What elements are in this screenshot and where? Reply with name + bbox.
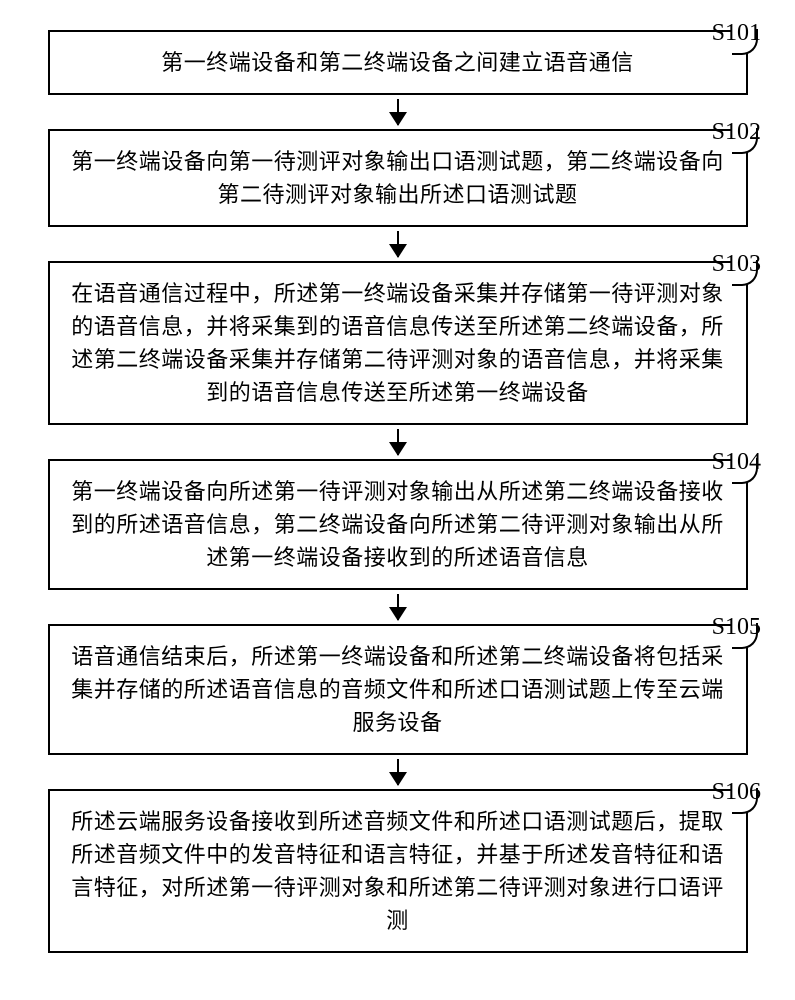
arrow-icon (397, 231, 399, 257)
step-s102: S102 第一终端设备向第一待测评对象输出口语测试题，第二终端设备向第二待测评对… (40, 129, 755, 227)
step-label: S102 (712, 119, 761, 146)
arrow-icon (397, 429, 399, 455)
step-label: S104 (712, 449, 761, 476)
step-text: 第一终端设备向第一待测评对象输出口语测试题，第二终端设备向第二待测评对象输出所述… (71, 149, 724, 207)
arrow-icon (397, 759, 399, 785)
step-label: S105 (712, 614, 761, 641)
step-text: 所述云端服务设备接收到所述音频文件和所述口语测试题后，提取所述音频文件中的发音特… (71, 809, 724, 933)
arrow-icon (397, 594, 399, 620)
step-box: 所述云端服务设备接收到所述音频文件和所述口语测试题后，提取所述音频文件中的发音特… (48, 789, 748, 953)
step-s104: S104 第一终端设备向所述第一待评测对象输出从所述第二终端设备接收到的所述语音… (40, 459, 755, 590)
arrow-icon (397, 99, 399, 125)
step-box: 第一终端设备向所述第一待评测对象输出从所述第二终端设备接收到的所述语音信息，第二… (48, 459, 748, 590)
step-s106: S106 所述云端服务设备接收到所述音频文件和所述口语测试题后，提取所述音频文件… (40, 789, 755, 953)
step-s105: S105 语音通信结束后，所述第一终端设备和所述第二终端设备将包括采集并存储的所… (40, 624, 755, 755)
step-text: 在语音通信过程中，所述第一终端设备采集并存储第一待评测对象的语音信息，并将采集到… (71, 281, 724, 405)
step-label: S103 (712, 251, 761, 278)
step-box: 第一终端设备向第一待测评对象输出口语测试题，第二终端设备向第二待测评对象输出所述… (48, 129, 748, 227)
step-s101: S101 第一终端设备和第二终端设备之间建立语音通信 (40, 30, 755, 95)
step-label: S106 (712, 779, 761, 806)
step-box: 语音通信结束后，所述第一终端设备和所述第二终端设备将包括采集并存储的所述语音信息… (48, 624, 748, 755)
step-text: 第一终端设备和第二终端设备之间建立语音通信 (161, 50, 634, 75)
step-box: 在语音通信过程中，所述第一终端设备采集并存储第一待评测对象的语音信息，并将采集到… (48, 261, 748, 425)
step-s103: S103 在语音通信过程中，所述第一终端设备采集并存储第一待评测对象的语音信息，… (40, 261, 755, 425)
flowchart-container: S101 第一终端设备和第二终端设备之间建立语音通信 S102 第一终端设备向第… (40, 30, 755, 953)
step-box: 第一终端设备和第二终端设备之间建立语音通信 (48, 30, 748, 95)
step-text: 第一终端设备向所述第一待评测对象输出从所述第二终端设备接收到的所述语音信息，第二… (71, 479, 724, 570)
step-label: S101 (712, 20, 761, 47)
step-text: 语音通信结束后，所述第一终端设备和所述第二终端设备将包括采集并存储的所述语音信息… (71, 644, 724, 735)
